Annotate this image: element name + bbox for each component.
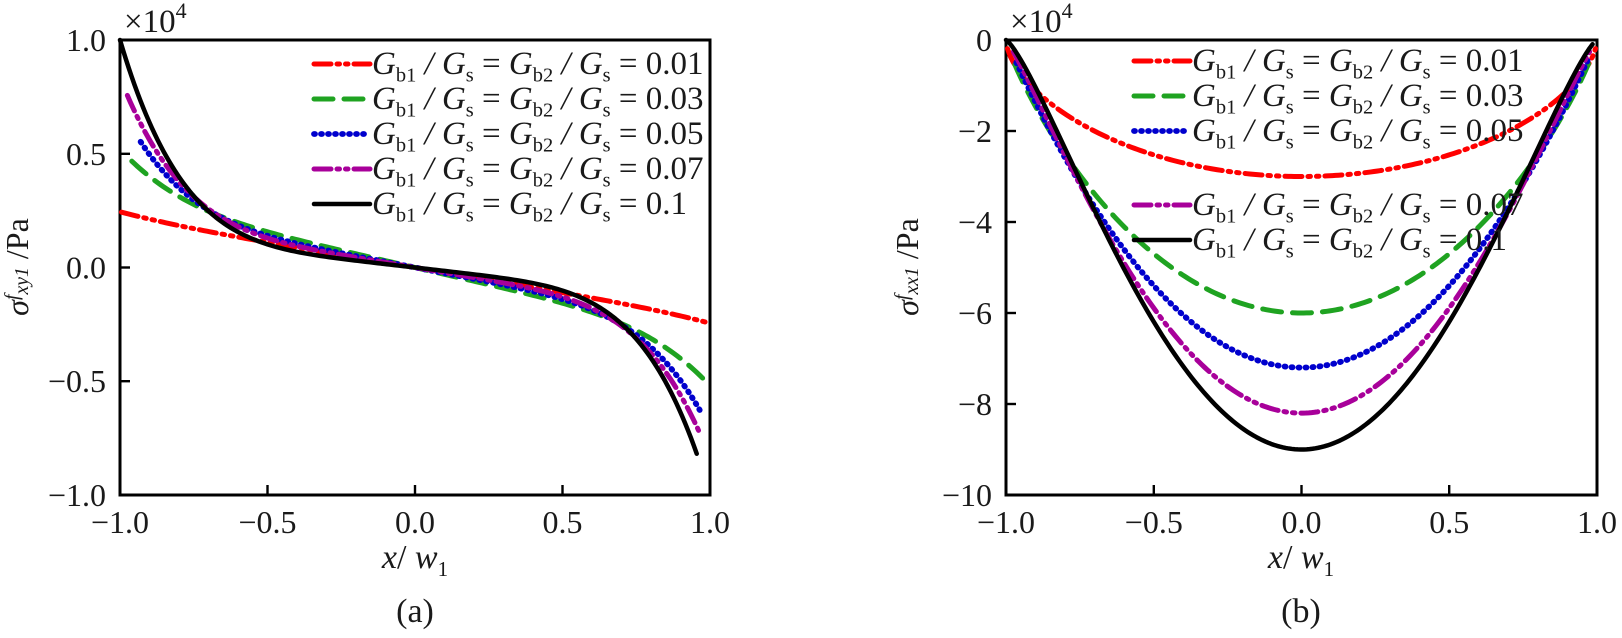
svg-text:0.0: 0.0 <box>395 504 435 540</box>
svg-text:Gb1 / Gs = Gb2 / Gs = 0.1: Gb1 / Gs = Gb2 / Gs = 0.1 <box>1192 222 1507 262</box>
svg-text:−8: −8 <box>958 386 992 422</box>
svg-text:−0.5: −0.5 <box>48 363 106 399</box>
svg-text:−2: −2 <box>958 113 992 149</box>
svg-text:0.0: 0.0 <box>66 250 106 286</box>
svg-text:0.5: 0.5 <box>1429 504 1469 540</box>
svg-text:1.0: 1.0 <box>690 504 730 540</box>
svg-text:−0.5: −0.5 <box>238 504 296 540</box>
svg-text:0.5: 0.5 <box>543 504 583 540</box>
svg-text:−1.0: −1.0 <box>48 477 106 513</box>
svg-text:1.0: 1.0 <box>66 22 106 58</box>
svg-text:σfxx1 /Pa: σfxx1 /Pa <box>889 218 925 316</box>
svg-text:Gb1 / Gs = Gb2 / Gs = 0.1: Gb1 / Gs = Gb2 / Gs = 0.1 <box>372 186 687 226</box>
svg-text:0.0: 0.0 <box>1282 504 1322 540</box>
svg-text:0.5: 0.5 <box>66 136 106 172</box>
svg-text:(a): (a) <box>396 593 434 630</box>
svg-text:σfxy1 /Pa: σfxy1 /Pa <box>0 218 35 316</box>
svg-text:−0.5: −0.5 <box>1125 504 1183 540</box>
svg-text:−10: −10 <box>942 477 992 513</box>
svg-text:0: 0 <box>976 22 992 58</box>
svg-text:(b): (b) <box>1281 593 1321 630</box>
svg-text:−6: −6 <box>958 295 992 331</box>
svg-text:1.0: 1.0 <box>1577 504 1617 540</box>
svg-text:−4: −4 <box>958 204 992 240</box>
